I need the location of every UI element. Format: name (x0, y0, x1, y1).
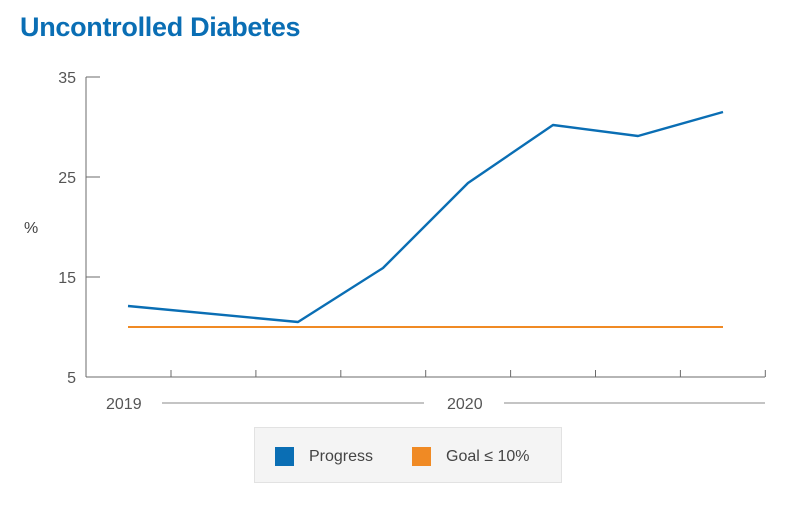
series-layer (127, 110, 724, 328)
y-tick-label: 35 (58, 70, 76, 87)
legend-swatch-progress (275, 447, 294, 466)
legend-item-progress: Progress (275, 447, 373, 466)
axes (85, 76, 766, 404)
x-year-label-2020: 2020 (447, 396, 483, 413)
y-tick-label: 5 (67, 370, 76, 387)
series-line-progress (127, 110, 724, 324)
y-axis-label: % (24, 220, 38, 237)
legend: Progress Goal ≤ 10% (254, 427, 562, 483)
y-tick-label: 25 (58, 170, 76, 187)
chart-title: Uncontrolled Diabetes (20, 12, 301, 42)
tick-labels: 5 15 25 35% 2019 2020 (24, 70, 483, 413)
legend-item-goal: Goal ≤ 10% (412, 447, 530, 466)
y-tick-label: 15 (58, 270, 76, 287)
line-chart: 5 15 25 35% 2019 2020 (24, 70, 766, 413)
legend-label-progress: Progress (309, 447, 374, 465)
legend-swatch-goal (412, 447, 431, 466)
legend-label-goal: Goal ≤ 10% (446, 447, 530, 465)
x-year-label-2019: 2019 (106, 396, 142, 413)
